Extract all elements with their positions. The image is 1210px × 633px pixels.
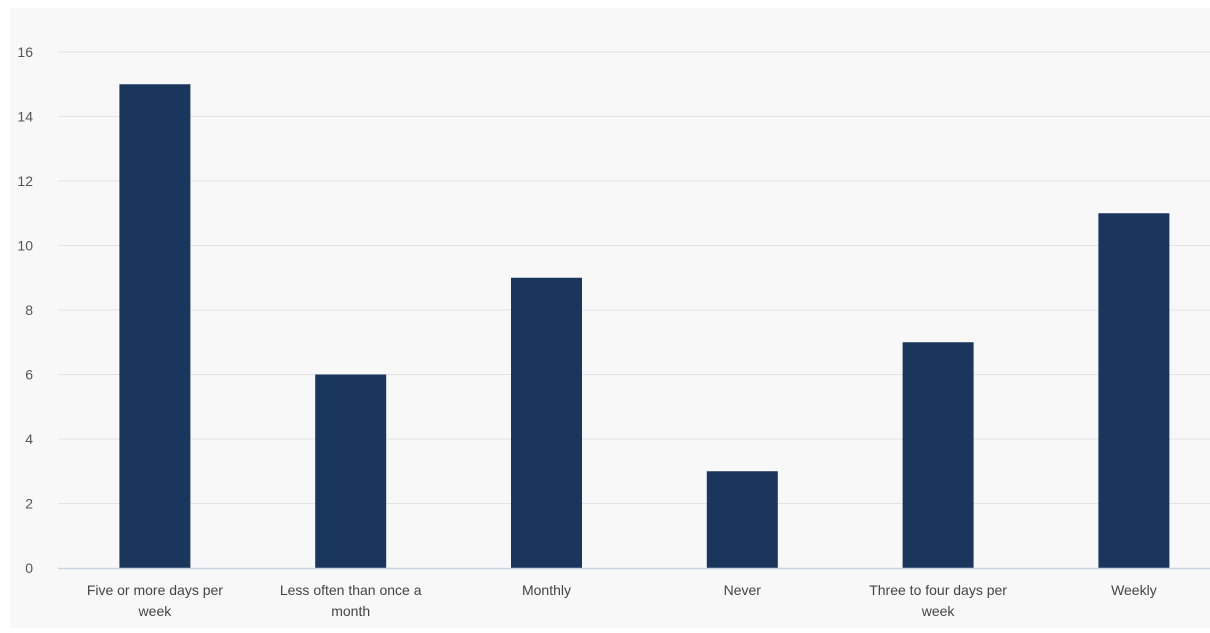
y-tick-label: 2 — [25, 496, 33, 512]
x-tick-label: Less often than once a month — [280, 582, 422, 619]
bar — [1098, 213, 1170, 568]
y-tick-label: 12 — [17, 173, 33, 189]
x-tick-label: Monthly — [522, 582, 571, 598]
bar — [902, 342, 974, 568]
x-tick-label: Five or more days per week — [87, 582, 223, 619]
bar — [119, 84, 191, 568]
bar — [706, 471, 778, 568]
y-tick-label: 4 — [25, 431, 33, 447]
x-axis-labels: Five or more days per week Less often than… — [87, 582, 1157, 619]
y-tick-label: 14 — [17, 109, 33, 125]
y-tick-label: 16 — [17, 44, 33, 60]
y-tick-label: 10 — [17, 238, 33, 254]
x-tick-label: Three to four days per week — [869, 582, 1007, 619]
y-tick-label: 6 — [25, 367, 33, 383]
bars — [119, 84, 1170, 568]
y-axis-ticks: 0 2 4 6 8 10 12 14 16 — [17, 44, 33, 576]
y-tick-label: 0 — [25, 560, 33, 576]
plot-background — [10, 8, 1210, 628]
grid-lines — [58, 51, 1210, 504]
y-tick-label: 8 — [25, 302, 33, 318]
bar — [511, 277, 582, 568]
x-tick-label: Never — [724, 582, 762, 598]
x-tick-label: Weekly — [1111, 582, 1157, 598]
bar — [315, 374, 387, 568]
